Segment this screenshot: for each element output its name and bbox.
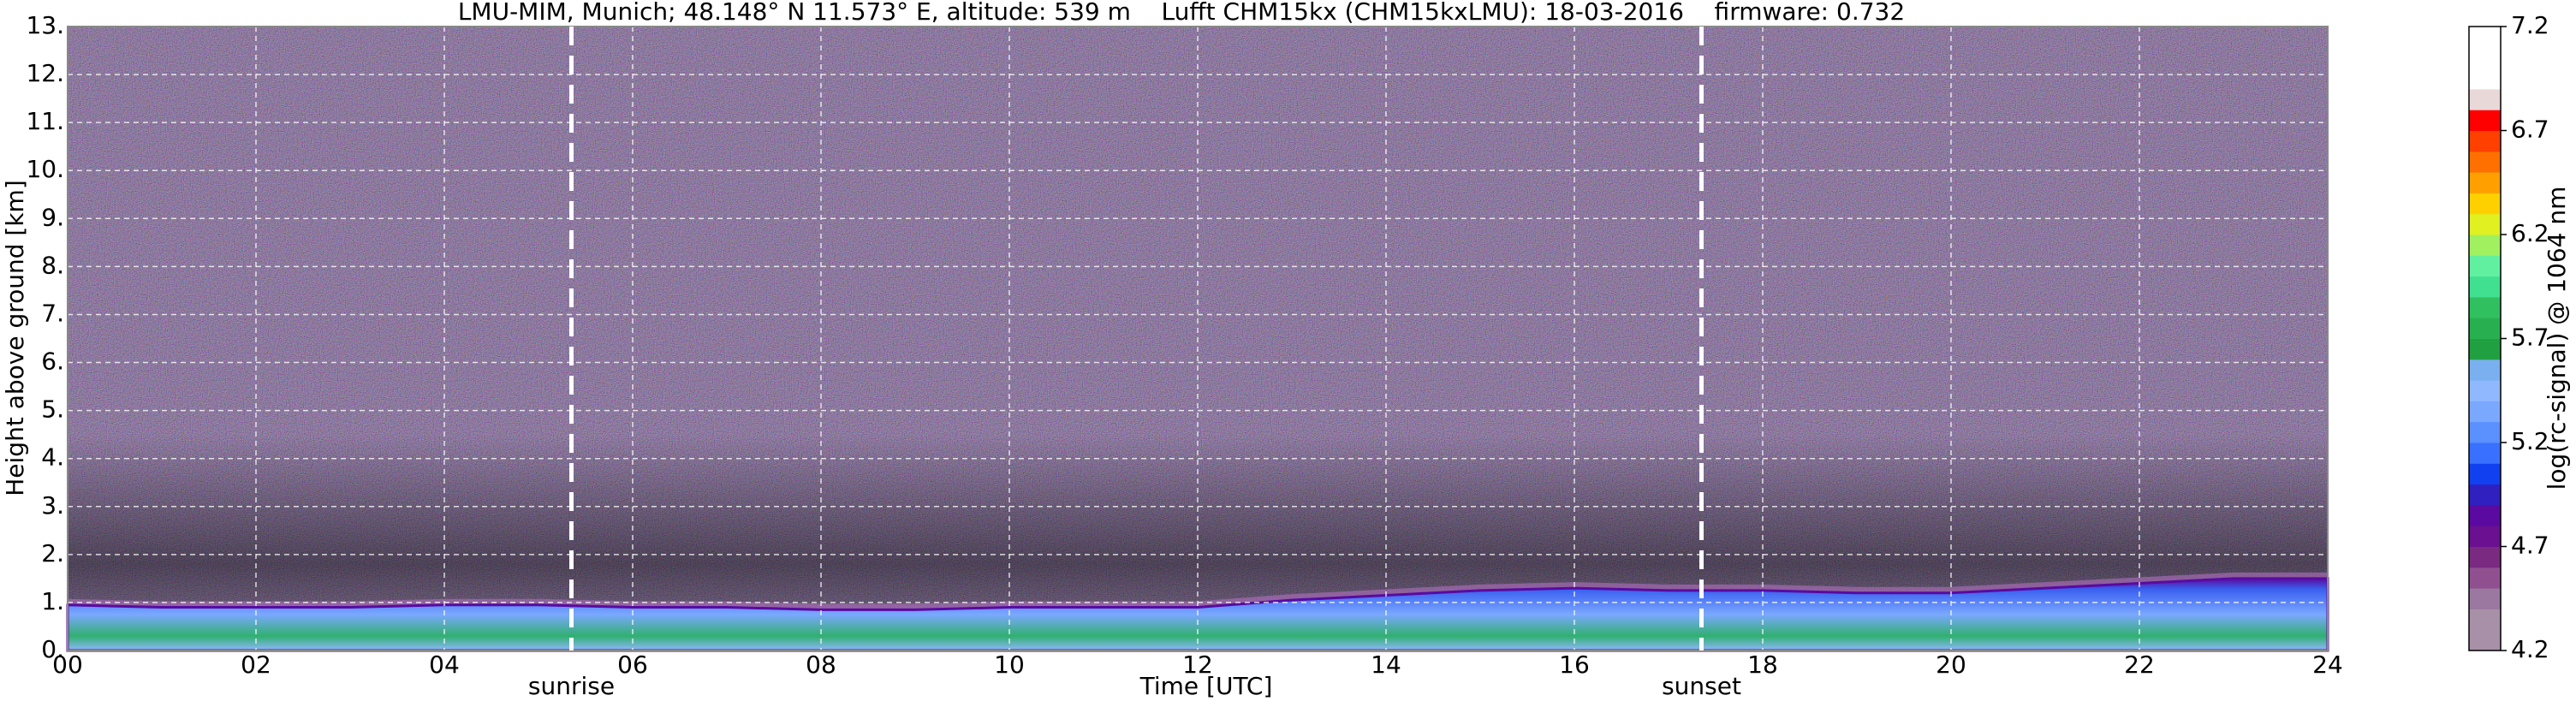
colorbar-segment xyxy=(2469,172,2501,193)
x-tick-label: 14 xyxy=(1371,651,1401,679)
colorbar-tick-label: 5.2 xyxy=(2511,427,2549,455)
colorbar-segment xyxy=(2469,443,2501,464)
y-tick-label: 8. xyxy=(41,251,64,279)
colorbar-segment xyxy=(2469,193,2501,215)
colorbar-segment xyxy=(2469,463,2501,485)
colorbar-segment xyxy=(2469,588,2501,609)
colorbar-segment xyxy=(2469,338,2501,360)
colorbar-segment xyxy=(2469,110,2501,131)
x-tick-label: 04 xyxy=(429,651,460,679)
colorbar-segment xyxy=(2469,567,2501,589)
x-tick-label: 24 xyxy=(2312,651,2343,679)
y-tick-label: 7. xyxy=(41,299,64,327)
y-tick-label: 9. xyxy=(41,203,64,231)
x-tick-label: 18 xyxy=(1747,651,1778,679)
colorbar-segment xyxy=(2469,380,2501,401)
x-tick-label: 12 xyxy=(1182,651,1213,679)
colorbar-segment xyxy=(2469,546,2501,568)
colorbar-segment xyxy=(2469,276,2501,298)
plot-frame xyxy=(67,26,2329,651)
colorbar-segment xyxy=(2469,27,2501,48)
y-tick-label: 6. xyxy=(41,348,64,376)
colorbar-label: log(rc-signal) @ 1064 nm xyxy=(2543,187,2571,490)
colorbar-tick-label: 4.7 xyxy=(2511,532,2549,560)
annotation-label: sunset xyxy=(1662,672,1741,700)
y-tick-label: 10. xyxy=(26,155,64,183)
x-tick-label: 22 xyxy=(2124,651,2155,679)
y-tick-label: 3. xyxy=(41,491,64,520)
colorbar-segment xyxy=(2469,318,2501,339)
colorbar-segment xyxy=(2469,629,2501,651)
y-tick-label: 12. xyxy=(26,59,64,87)
x-axis-label: Time [UTC] xyxy=(1139,672,1273,700)
colorbar-segment xyxy=(2469,47,2501,69)
colorbar-segment xyxy=(2469,213,2501,235)
colorbar-segment xyxy=(2469,296,2501,318)
y-tick-label: 5. xyxy=(41,395,64,424)
y-axis-label: Height above ground [km] xyxy=(1,180,29,496)
y-tick-label: 11. xyxy=(26,107,64,135)
annotation-label: sunrise xyxy=(528,672,615,700)
y-tick-label: 4. xyxy=(41,443,64,472)
colorbar-tick-label: 6.2 xyxy=(2511,219,2549,247)
colorbar-segment xyxy=(2469,609,2501,631)
colorbar-tick-label: 4.2 xyxy=(2511,635,2549,663)
colorbar-segment xyxy=(2469,235,2501,256)
colorbar-segment xyxy=(2469,151,2501,173)
x-tick-label: 06 xyxy=(617,651,648,679)
colorbar-tick-label: 7.2 xyxy=(2511,11,2549,39)
x-tick-label: 02 xyxy=(241,651,271,679)
colorbar-segment xyxy=(2469,504,2501,526)
colorbar-segment xyxy=(2469,88,2501,110)
colorbar-segment xyxy=(2469,255,2501,277)
colorbar-tick-label: 5.7 xyxy=(2511,324,2549,352)
colorbar-segment xyxy=(2469,401,2501,423)
x-tick-label: 16 xyxy=(1559,651,1590,679)
colorbar-segment xyxy=(2469,526,2501,547)
chart-title: LMU-MIM, Munich; 48.148° N 11.573° E, al… xyxy=(458,0,1905,26)
y-tick-label: 2. xyxy=(41,539,64,567)
x-tick-label: 00 xyxy=(52,651,83,679)
y-tick-label: 1. xyxy=(41,587,64,615)
colorbar-tick-label: 6.7 xyxy=(2511,116,2549,144)
colorbar-segment xyxy=(2469,359,2501,381)
y-tick-label: 0. xyxy=(41,635,64,663)
x-tick-label: 10 xyxy=(994,651,1025,679)
x-tick-label: 20 xyxy=(1936,651,1966,679)
colorbar-segment xyxy=(2469,68,2501,90)
y-tick-label: 13. xyxy=(26,11,64,39)
colorbar-segment xyxy=(2469,421,2501,443)
colorbar-segment xyxy=(2469,484,2501,506)
colorbar-segment xyxy=(2469,130,2501,152)
x-tick-label: 08 xyxy=(806,651,836,679)
